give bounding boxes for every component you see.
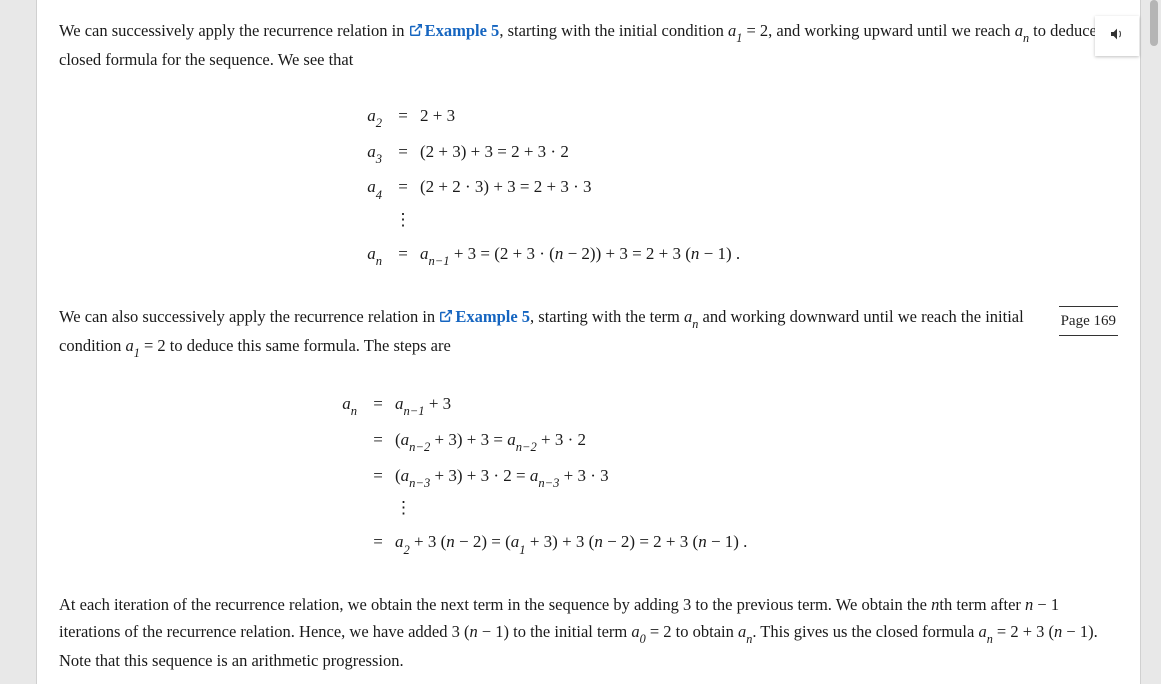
link-text: Example 5	[425, 21, 500, 40]
para1-a1: a1	[728, 21, 742, 40]
speaker-icon	[1109, 26, 1125, 47]
math2-row3: = (an−3 + 3) + 3 · 2 = an−3 + 3 · 3	[309, 462, 1118, 492]
external-link-icon	[439, 309, 453, 323]
paragraph-1: We can successively apply the recurrence…	[59, 18, 1118, 74]
math1-vdots: ⋮	[334, 209, 1118, 234]
math1-row2: a3 = (2 + 3) + 3 = 2 + 3 · 2	[334, 138, 1118, 168]
page-number-label: Page 169	[1061, 313, 1116, 329]
math1-row1: a2 = 2 + 3	[334, 102, 1118, 132]
math-block-1: a2 = 2 + 3 a3 = (2 + 3) + 3 = 2 + 3 · 2 …	[59, 102, 1118, 270]
paragraph-2: We can also successively apply the recur…	[59, 304, 1118, 362]
para2-container: Page 169 We can also successively apply …	[59, 304, 1118, 362]
para1-an: an	[1015, 21, 1029, 40]
vertical-scrollbar[interactable]	[1149, 0, 1159, 684]
paragraph-3: At each iteration of the recurrence rela…	[59, 592, 1118, 675]
example-5-link-2[interactable]: Example 5	[439, 307, 530, 326]
math2-row1: an = an−1 + 3	[309, 390, 1118, 420]
para1-text: We can successively apply the recurrence…	[59, 21, 409, 40]
math2-row2: = (an−2 + 3) + 3 = an−2 + 3 · 2	[309, 426, 1118, 456]
read-aloud-button[interactable]	[1095, 16, 1139, 56]
math2-rowN: = a2 + 3 (n − 2) = (a1 + 3) + 3 (n − 2) …	[309, 528, 1118, 558]
math1-rowN: an = an−1 + 3 = (2 + 3 · (n − 2)) + 3 = …	[334, 240, 1118, 270]
math2-vdots: ⋮	[309, 497, 1118, 522]
page-content: We can successively apply the recurrence…	[36, 0, 1141, 684]
viewport: We can successively apply the recurrence…	[0, 0, 1161, 684]
external-link-icon	[409, 23, 423, 37]
para1-ic-rhs: = 2, and working upward until we reach	[742, 21, 1014, 40]
example-5-link[interactable]: Example 5	[409, 21, 500, 40]
math1-row3: a4 = (2 + 2 · 3) + 3 = 2 + 3 · 3	[334, 173, 1118, 203]
para1-after-link: , starting with the initial condition	[499, 21, 728, 40]
math-block-2: an = an−1 + 3 = (an−2 + 3) + 3 = an−2 + …	[59, 390, 1118, 558]
scroll-thumb[interactable]	[1150, 0, 1158, 46]
page-number-box: Page 169	[1059, 306, 1118, 336]
